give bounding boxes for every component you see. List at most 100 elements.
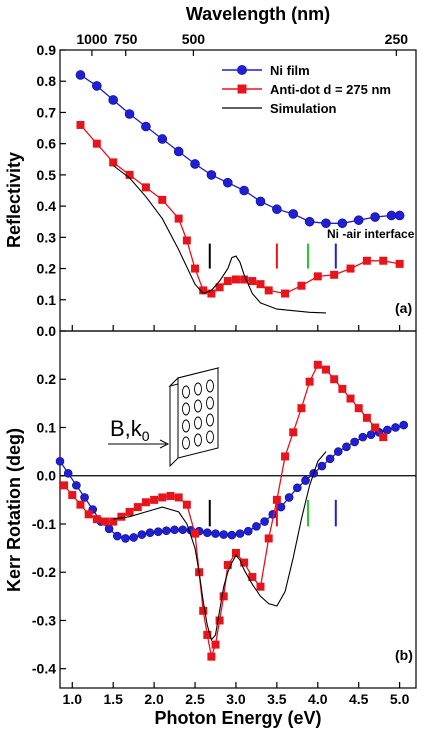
- data-point-ni-film: [399, 420, 409, 430]
- data-point-anti-dot-d-275-nm: [240, 275, 249, 284]
- sample-hole: [206, 413, 214, 427]
- sample-hole-array: [182, 379, 214, 450]
- panel-a-y-tick-label: 0.7: [37, 104, 57, 120]
- sample-hole: [206, 396, 214, 410]
- panel-a-series-line-simulation: [112, 165, 327, 314]
- data-point-ni-film: [333, 447, 343, 456]
- panel-b-frame: [59, 330, 417, 689]
- data-point-ni-film: [104, 524, 114, 534]
- data-point-ni-film: [129, 533, 138, 542]
- data-point-ni-film: [203, 528, 212, 537]
- data-point-anti-dot-d-275-nm: [289, 428, 298, 437]
- data-point-anti-dot-d-275-nm: [313, 272, 322, 281]
- data-point-ni-film: [394, 210, 405, 221]
- data-point-anti-dot-d-275-nm: [76, 120, 85, 129]
- data-point-ni-film: [366, 430, 376, 440]
- data-point-anti-dot-d-275-nm: [313, 360, 322, 369]
- data-point-anti-dot-d-275-nm: [248, 573, 257, 582]
- panel-b-energy-markers: [208, 499, 337, 527]
- data-point-anti-dot-d-275-nm: [305, 377, 314, 386]
- data-point-anti-dot-d-275-nm: [346, 264, 355, 273]
- panel-a-series-line-ni-film: [80, 74, 400, 224]
- data-point-ni-film: [137, 530, 147, 539]
- data-point-anti-dot-d-275-nm: [207, 652, 216, 661]
- data-point-ni-film: [157, 134, 168, 144]
- data-point-anti-dot-d-275-nm: [166, 491, 175, 500]
- legend-label-ni-film: Ni film: [270, 63, 310, 78]
- panel-a-y-axis-title: Reflectivity: [4, 152, 24, 248]
- x-tick-label: 1.0: [63, 691, 83, 707]
- data-point-ni-film: [293, 483, 302, 493]
- x-tick-label: 3.0: [226, 691, 246, 707]
- data-point-ni-film: [219, 530, 228, 539]
- inset-field-label: B,k0: [110, 416, 150, 444]
- inset-arrow-head: [159, 439, 170, 449]
- x-tick-label: 4.5: [349, 691, 369, 707]
- data-point-anti-dot-d-275-nm: [125, 170, 134, 179]
- data-point-ni-film: [272, 204, 282, 215]
- sample-hole: [194, 382, 202, 396]
- data-point-ni-film: [153, 527, 163, 536]
- sample-hole: [206, 379, 214, 393]
- data-point-anti-dot-d-275-nm: [395, 259, 404, 268]
- inset-field-text: B,k: [110, 416, 143, 441]
- data-point-ni-film: [255, 196, 266, 207]
- data-point-anti-dot-d-275-nm: [117, 512, 126, 521]
- inset-field-subscript: 0: [142, 428, 150, 444]
- legend-label-anti-dot: Anti-dot d = 275 nm: [270, 82, 391, 97]
- data-point-ni-film: [284, 493, 294, 502]
- data-point-anti-dot-d-275-nm: [215, 616, 224, 625]
- panel-a-y-tick-label: 0.5: [37, 167, 57, 183]
- data-point-ni-film: [358, 432, 368, 442]
- data-point-anti-dot-d-275-nm: [330, 375, 339, 384]
- data-point-anti-dot-d-275-nm: [191, 264, 200, 273]
- panel-a-energy-markers: [208, 243, 337, 269]
- data-point-ni-film: [353, 215, 364, 225]
- panel-a-series: [75, 70, 405, 314]
- data-point-ni-film: [239, 185, 249, 196]
- panel-b-series: [55, 360, 409, 661]
- data-point-ni-film: [190, 159, 200, 169]
- top-axis-ticks: 1000 750 500 250: [76, 31, 408, 56]
- data-point-ni-film: [391, 423, 400, 432]
- x-tick-label: 5.0: [390, 691, 410, 707]
- data-point-ni-film: [235, 529, 245, 538]
- data-point-anti-dot-d-275-nm: [203, 630, 212, 639]
- data-point-anti-dot-d-275-nm: [109, 517, 118, 526]
- data-point-ni-film: [243, 526, 253, 536]
- data-point-anti-dot-d-275-nm: [182, 500, 191, 509]
- panel-b-y-ticks: -0.4 -0.3 -0.2 -0.1 0.0 0.1 0.2: [32, 371, 66, 677]
- data-point-anti-dot-d-275-nm: [125, 507, 134, 516]
- data-point-ni-film: [288, 209, 299, 219]
- data-point-anti-dot-d-275-nm: [211, 640, 220, 649]
- data-point-ni-film: [75, 70, 86, 80]
- data-point-anti-dot-d-275-nm: [199, 286, 208, 295]
- top-tick-label: 500: [182, 31, 206, 47]
- data-point-ni-film: [222, 177, 233, 188]
- sample-slab-side: [169, 376, 179, 468]
- data-point-anti-dot-d-275-nm: [346, 394, 355, 403]
- panel-b-kerr-rotation: -0.4 -0.3 -0.2 -0.1 0.0 0.1 0.2 1.0 1.5 2.0 2.5 3.…: [4, 330, 417, 707]
- panel-b-y-axis-title: Kerr Rotation (deg): [4, 428, 24, 592]
- panel-a-y-ticks: 0.0 0.1 0.2 0.3 0.4 0.5 0.6 0.7 0.8 0.9: [37, 42, 66, 339]
- sample-hole: [206, 430, 214, 444]
- sample-inset: B,k0: [108, 367, 220, 468]
- data-point-ni-film: [383, 425, 392, 435]
- top-tick-label: 750: [114, 31, 138, 47]
- data-point-ni-film: [145, 528, 155, 537]
- data-point-anti-dot-d-275-nm: [191, 529, 200, 538]
- legend-entry-ni-film: Ni film: [222, 63, 310, 78]
- data-point-anti-dot-d-275-nm: [141, 498, 150, 507]
- panel-a-y-tick-label: 0.3: [37, 229, 57, 245]
- data-point-ni-film: [370, 212, 380, 222]
- data-point-ni-film: [121, 534, 130, 543]
- data-point-ni-film: [304, 216, 315, 227]
- x-tick-label: 3.5: [267, 691, 287, 707]
- data-point-ni-film: [124, 109, 135, 119]
- data-point-anti-dot-d-275-nm: [379, 256, 388, 265]
- data-point-anti-dot-d-275-nm: [207, 289, 216, 298]
- panel-b-y-tick-label: -0.1: [32, 516, 56, 532]
- data-point-anti-dot-d-275-nm: [150, 495, 159, 504]
- panel-a-series-markers-ni-film: [75, 70, 405, 229]
- data-point-ni-film: [108, 95, 118, 105]
